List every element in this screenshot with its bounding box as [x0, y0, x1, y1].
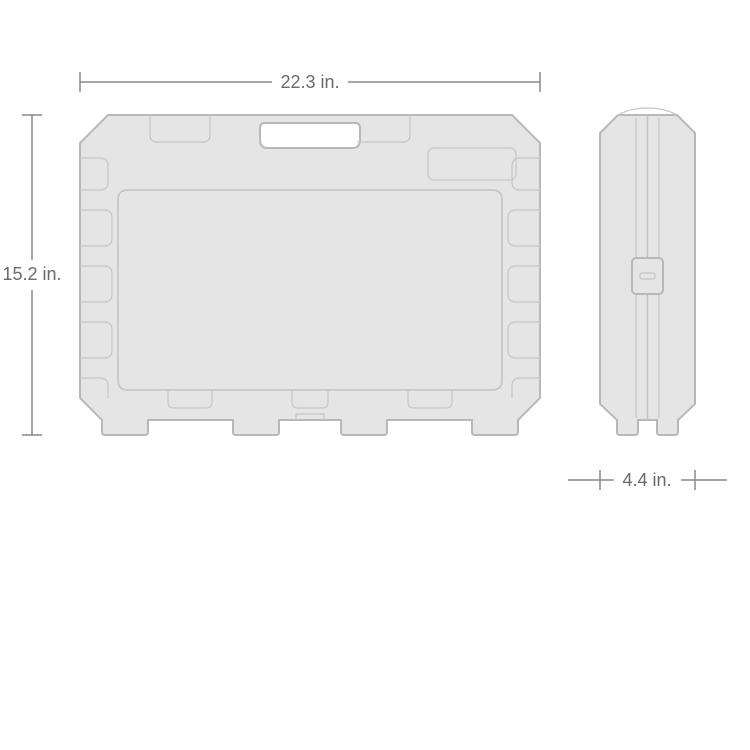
- dimension-height: 15.2 in.: [2, 115, 61, 435]
- dimension-diagram: 22.3 in. 15.2 in.: [0, 0, 750, 750]
- depth-label: 4.4 in.: [622, 470, 671, 490]
- dimension-width: 22.3 in.: [80, 72, 540, 92]
- case-side-view: [600, 108, 695, 435]
- dimension-depth: 4.4 in.: [568, 470, 727, 490]
- height-label: 15.2 in.: [2, 264, 61, 284]
- case-front-view: [80, 115, 540, 435]
- width-label: 22.3 in.: [280, 72, 339, 92]
